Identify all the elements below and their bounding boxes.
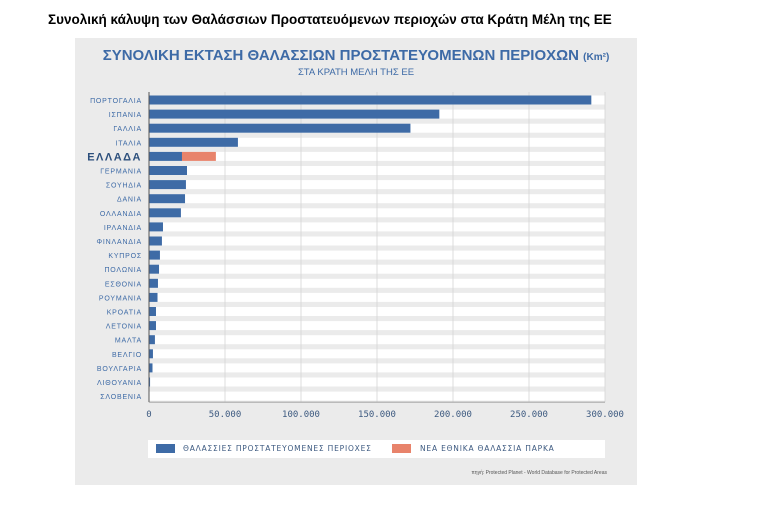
category-label: ΛΕΤΟΝΙΑ <box>106 324 142 331</box>
x-tick-label: 300.000 <box>586 410 624 420</box>
x-tick-label: 50.000 <box>209 410 242 420</box>
category-label: ΛΙΘΟΥΑΝΙΑ <box>97 380 142 387</box>
x-tick-label: 150.000 <box>358 410 396 420</box>
chart-panel: ΣΥΝΟΛΙΚΗ ΕΚΤΑΣΗ ΘΑΛΑΣΣΙΩΝ ΠΡΟΣΤΑΤΕΥΟΜΕΝΩ… <box>75 38 637 485</box>
category-label: ΣΟΥΗΔΙΑ <box>106 183 142 190</box>
category-label: ΙΣΠΑΝΙΑ <box>109 112 142 119</box>
x-tick-label: 200.000 <box>434 410 472 420</box>
chart-title: ΣΥΝΟΛΙΚΗ ΕΚΤΑΣΗ ΘΑΛΑΣΣΙΩΝ ΠΡΟΣΤΑΤΕΥΟΜΕΝΩ… <box>75 46 637 65</box>
category-label: ΡΟΥΜΑΝΙΑ <box>99 295 142 302</box>
bar-protected-areas <box>149 236 162 246</box>
bar-protected-areas <box>149 250 160 260</box>
legend-swatch-new-parks <box>392 444 411 453</box>
category-label: ΜΑΛΤΑ <box>115 338 142 345</box>
category-label: ΓΑΛΛΙΑ <box>113 126 142 133</box>
chart-title-unit: (Km²) <box>583 52 610 63</box>
legend-label-new-parks: ΝΕΑ ΕΘΝΙΚΑ ΘΑΛΑΣΣΙΑ ΠΑΡΚΑ <box>420 444 555 453</box>
category-label: ΕΣΘΟΝΙΑ <box>105 281 142 288</box>
bar-protected-areas <box>149 109 440 119</box>
bar-protected-areas <box>149 377 151 387</box>
bar-protected-areas <box>149 95 592 105</box>
category-label: ΚΥΠΡΟΣ <box>108 253 142 260</box>
bar-protected-areas <box>149 194 186 204</box>
legend-label-protected-areas: ΘΑΛΑΣΣΙΕΣ ΠΡΟΣΤΑΤΕΥΟΜΕΝΕΣ ΠΕΡΙΟΧΕΣ <box>183 444 372 453</box>
legend: ΘΑΛΑΣΣΙΕΣ ΠΡΟΣΤΑΤΕΥΟΜΕΝΕΣ ΠΕΡΙΟΧΕΣ ΝΕΑ Ε… <box>148 440 605 458</box>
bar-protected-areas <box>149 151 182 161</box>
chart-subtitle: ΣΤΑ ΚΡΑΤΗ ΜΕΛΗ ΤΗΣ ΕΕ <box>297 67 415 78</box>
bar-protected-areas <box>149 363 153 373</box>
category-label: ΓΕΡΜΑΝΙΑ <box>100 169 142 176</box>
bar-protected-areas <box>149 307 156 316</box>
bar-protected-areas <box>149 349 153 359</box>
bar-protected-areas <box>149 180 186 190</box>
bar-protected-areas <box>149 264 160 274</box>
category-label: ΠΟΡΤΟΓΑΛΙΑ <box>90 98 142 105</box>
category-label: ΒΕΛΓΙΟ <box>112 352 142 359</box>
chart-title-text: ΣΥΝΟΛΙΚΗ ΕΚΤΑΣΗ ΘΑΛΑΣΣΙΩΝ ΠΡΟΣΤΑΤΕΥΟΜΕΝΩ… <box>102 47 579 64</box>
category-label: ΙΡΛΑΝΔΙΑ <box>104 225 142 232</box>
page-heading: Συνολική κάλυψη των Θαλάσσιων Προστατευό… <box>48 12 612 27</box>
x-tick-label: 250.000 <box>510 410 548 420</box>
bar-protected-areas <box>149 123 411 133</box>
category-label: ΙΤΑΛΙΑ <box>116 140 142 147</box>
bar-protected-areas <box>149 208 181 218</box>
bar-protected-areas <box>149 166 187 175</box>
bar-protected-areas <box>149 292 158 302</box>
category-label: ΦΙΝΛΑΝΔΙΑ <box>97 239 142 246</box>
x-tick-label: 0 <box>146 410 151 420</box>
bar-protected-areas <box>149 335 155 345</box>
legend-swatch-protected-areas <box>156 444 175 453</box>
bar-protected-areas <box>149 321 156 331</box>
category-label: ΠΟΛΩΝΙΑ <box>104 267 142 274</box>
source-note: πηγή: Protected Planet - World Database … <box>471 470 607 476</box>
category-label: ΔΑΝΙΑ <box>117 197 142 204</box>
chart-plot: 0 50.000 100.000 150.000 200.000 250.000 300.0… <box>87 92 624 420</box>
category-label: ΕΛΛΑΔΑ <box>87 151 142 163</box>
category-label: ΒΟΥΛΓΑΡΙΑ <box>97 366 142 373</box>
category-label: ΟΛΛΑΝΔΙΑ <box>100 211 142 218</box>
bar-protected-areas <box>149 278 158 288</box>
bar-new-parks <box>181 151 216 161</box>
category-label: ΣΛΟΒΕΝΙΑ <box>100 394 142 401</box>
bar-protected-areas <box>149 222 163 232</box>
category-label: ΚΡΟΑΤΙΑ <box>107 310 142 317</box>
x-tick-label: 100.000 <box>282 410 320 420</box>
bar-protected-areas <box>149 137 238 147</box>
